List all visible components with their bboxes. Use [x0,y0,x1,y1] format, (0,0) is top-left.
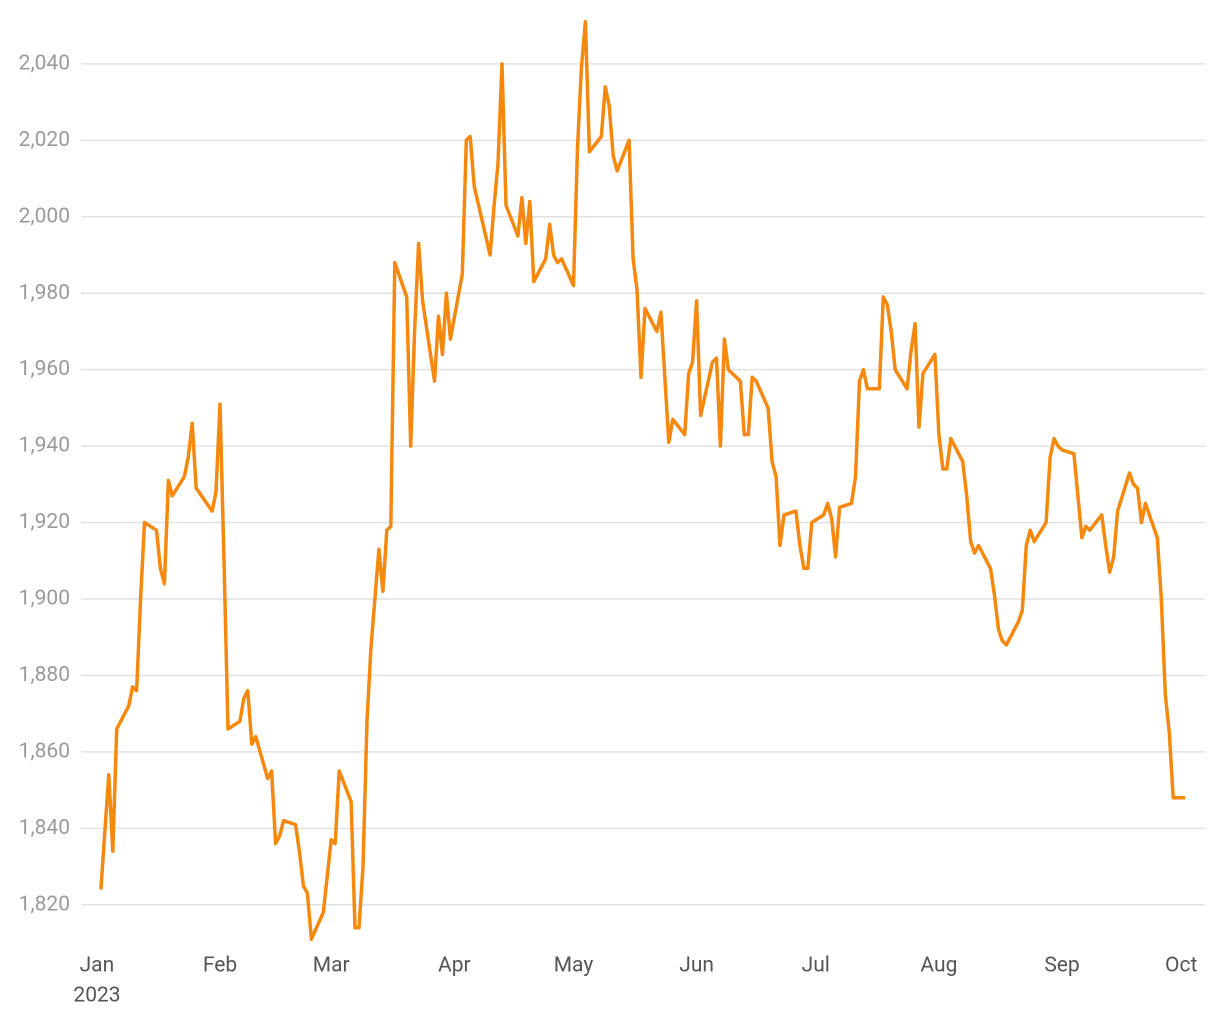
x-tick-label: Aug [920,954,957,978]
y-tick-label: 2,020 [19,128,70,152]
y-tick-label: 1,960 [19,357,70,381]
y-tick-label: 1,860 [19,739,70,763]
y-tick-label: 1,980 [19,281,70,305]
x-tick-label: Feb [203,954,237,978]
x-tick-label: May [554,954,594,978]
x-tick-label: Sep [1044,954,1079,978]
y-tick-label: 1,940 [19,434,70,458]
y-tick-label: 2,000 [19,204,70,228]
y-tick-label: 1,880 [19,663,70,687]
x-tick-label: Mar [313,954,350,978]
y-tick-label: 1,920 [19,510,70,534]
y-tick-label: 1,820 [19,892,70,916]
x-tick-label: Jan [80,954,115,978]
x-tick-label: Apr [438,954,471,978]
y-tick-label: 1,840 [19,816,70,840]
x-tick-label: Oct [1165,954,1197,978]
x-year-label: 2023 [73,984,120,1008]
line [99,20,1186,941]
x-tick-label: Jun [679,954,714,978]
y-tick-label: 1,900 [19,587,70,611]
y-tick-label: 2,040 [19,51,70,75]
x-tick-label: Jul [802,954,830,978]
